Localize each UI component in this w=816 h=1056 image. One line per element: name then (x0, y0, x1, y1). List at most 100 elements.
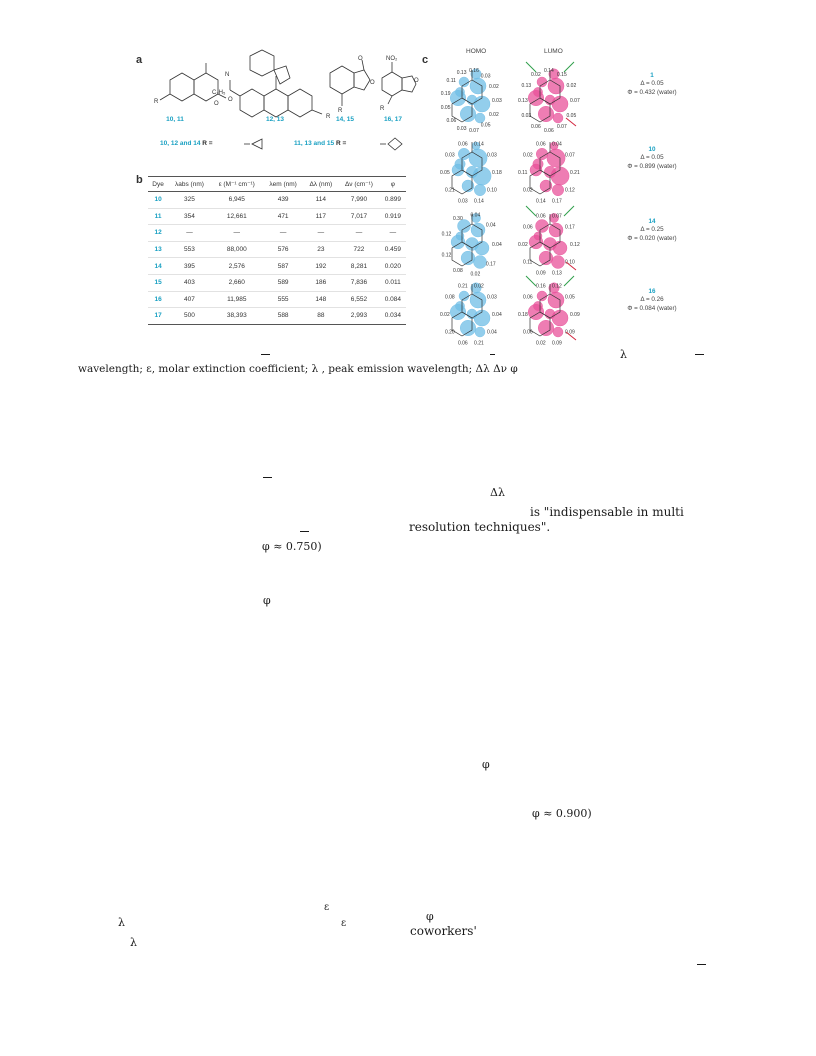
molecule-delta: Δ = 0.25 (640, 226, 664, 234)
orbital-coefficient: 0.03 (492, 98, 502, 104)
lumo-lobe (533, 231, 543, 241)
svg-text:C₂H₅: C₂H₅ (212, 90, 226, 96)
table-cell: 7,990 (338, 191, 380, 209)
phi-fragment: φ (263, 594, 271, 607)
svg-text:R: R (338, 108, 343, 114)
orbital-coefficient: 0.02 (518, 242, 528, 248)
table-cell: 8,281 (338, 257, 380, 275)
orbital-coefficient: 0.10 (487, 188, 497, 194)
epsilon-fragment: ε (341, 918, 347, 929)
orbital-coefficient: 0.30 (453, 216, 463, 222)
legend-aziridine: 10, 12 and 14 R = (160, 140, 213, 147)
table-cell: 186 (303, 274, 339, 292)
orbital-coefficient: 0.21 (474, 341, 484, 347)
table-cell: 553 (168, 241, 211, 259)
table-cell: 192 (303, 257, 339, 275)
table-cell: — (168, 224, 211, 242)
orbital-coefficient: 0.14 (474, 199, 484, 205)
svg-text:O: O (214, 101, 219, 107)
homo-lobe (471, 213, 481, 223)
orbital-coefficient: 0.03 (457, 126, 467, 132)
molecule-skeleton (529, 142, 561, 195)
orbital-coefficient: 0.19 (441, 91, 451, 97)
molecule-delta: Δ = 0.26 (640, 296, 664, 304)
overline-mark (300, 531, 309, 532)
phi-fragment: φ (482, 758, 490, 771)
quote-line-1: is "indispensable in multi (530, 505, 684, 519)
table-row: 10 325 6,945 439 114 7,990 0.899 (148, 191, 406, 209)
homo-lobe (470, 282, 482, 294)
arrow-icon (563, 205, 575, 217)
homo-title: HOMO (466, 48, 487, 55)
svg-text:R: R (380, 106, 385, 112)
orbital-coefficient: 0.09 (536, 271, 546, 277)
arrow-icon (525, 275, 537, 287)
orbital-coefficient: 0.11 (523, 260, 533, 266)
orbital-coefficient: 0.17 (565, 224, 575, 230)
molecule-id: 1 (650, 72, 654, 79)
table-cell: 588 (262, 307, 304, 325)
orbital-coefficient: 0.03 (445, 152, 455, 158)
svg-text:R: R (326, 114, 331, 120)
lumo-lobe (552, 112, 564, 124)
orbital-coefficient: 0.13 (521, 83, 531, 89)
homo-lobe (460, 320, 477, 337)
orbital-coefficient: 0.10 (565, 260, 575, 266)
orbital-coefficient: 0.03 (481, 73, 491, 79)
lumo-lobe (538, 250, 554, 266)
orbital-coefficient: 0.04 (492, 312, 502, 318)
overline-mark (490, 354, 495, 355)
orbital-coefficient: 0.12 (552, 283, 562, 289)
orbital-coefficient: 0.07 (469, 128, 479, 134)
molecule-phi: Φ = 0.899 (water) (627, 162, 677, 170)
table-cell: — (338, 224, 380, 242)
orbital-coefficient: 0.04 (487, 330, 497, 336)
orbital-coefficient: 0.05 (440, 170, 450, 176)
homo-lobe (455, 231, 465, 241)
molecule-delta: Δ = 0.05 (640, 80, 664, 88)
orbital-coefficient: 0.09 (570, 312, 580, 318)
orbital-coefficient: 0.08 (453, 268, 463, 274)
phi-900-fragment: φ ≈ 0.900) (532, 807, 592, 820)
orbital-coefficient: 0.12 (442, 232, 452, 238)
table-cell: 117 (303, 208, 339, 226)
orbital-coefficient: 0.17 (552, 199, 562, 205)
orbital-coefficient: 0.06 (458, 141, 468, 147)
table-cell: 0.084 (379, 291, 406, 309)
lambda-fragment: λ (118, 916, 125, 929)
lambda-fragment: λ (130, 936, 137, 949)
orbital-coefficient: 0.21 (570, 170, 580, 176)
orbital-coefficient: 0.03 (487, 152, 497, 158)
table-cell: 555 (262, 291, 304, 309)
overline-mark (695, 354, 704, 355)
lumo-lobe (546, 148, 566, 168)
table-row: 15 403 2,660 589 186 7,836 0.011 (148, 274, 406, 292)
dye-id-cell: 12 (148, 224, 169, 242)
molecule-info-16: 16 Δ = 0.26 Φ = 0.084 (water) (612, 288, 692, 313)
orbital-coefficient: 0.02 (567, 83, 577, 89)
delta-lambda-fragment: Δλ (490, 486, 505, 499)
lumo-lobe (552, 326, 564, 338)
orbital-coefficient: 0.09 (565, 330, 575, 336)
table-cell: 576 (262, 241, 304, 259)
homo-lobe (458, 290, 470, 302)
table-row: 11 354 12,661 471 117 7,017 0.919 (148, 208, 406, 226)
table-cell: 148 (303, 291, 339, 309)
svg-text:O: O (414, 78, 419, 84)
svg-text:O: O (358, 56, 363, 62)
table-cell: 439 (262, 191, 304, 209)
orbital-coefficient: 0.02 (471, 272, 481, 278)
orbital-coefficient: 0.04 (471, 212, 481, 218)
orbital-coefficient: 0.18 (518, 312, 528, 318)
homo-lobe (474, 240, 490, 256)
lumo-lobe (548, 222, 564, 238)
panel-a-structures: R O O N C₂H₅ R R O O NO₂ O R (154, 49, 419, 120)
orbital-coefficient: 0.06 (544, 128, 554, 134)
table-cell: 0.459 (379, 241, 406, 259)
lumo-lobe (548, 282, 560, 294)
orbital-coefficient: 0.12 (570, 242, 580, 248)
molecule-info-10: 10 Δ = 0.05 Φ = 0.899 (water) (612, 146, 692, 171)
orbital-diagrams: 0.030.020.050.070.030.060.050.190.110.13… (440, 61, 580, 347)
orbital-coefficient: 0.12 (565, 188, 575, 194)
homo-lobe (474, 184, 486, 196)
